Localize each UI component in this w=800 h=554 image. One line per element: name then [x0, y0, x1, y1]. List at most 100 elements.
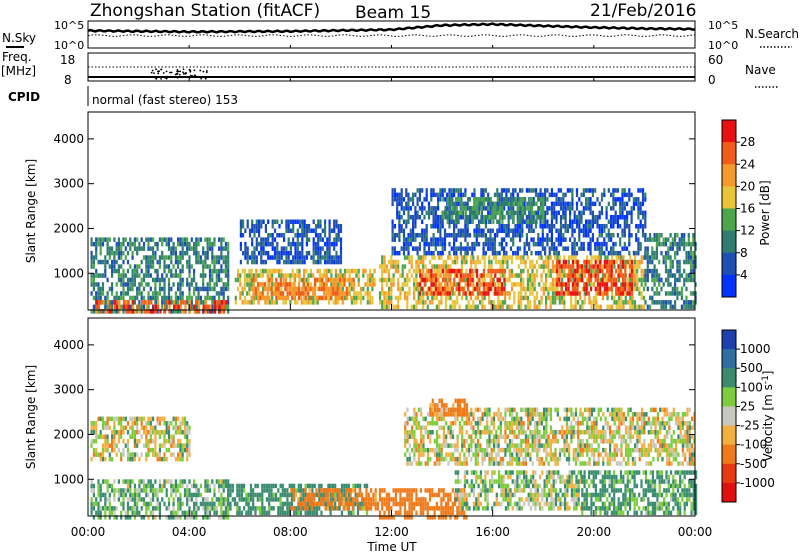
- velocity-cell: [254, 510, 257, 516]
- power-cell: [610, 224, 613, 229]
- power-cell: [330, 228, 333, 233]
- velocity-cell: [115, 488, 118, 493]
- power-cell: [417, 300, 420, 305]
- power-cell: [636, 282, 639, 287]
- power-cell: [170, 268, 173, 274]
- power-cell: [660, 277, 663, 283]
- velocity-cell: [179, 421, 182, 426]
- power-cell: [473, 233, 476, 238]
- power-cell: [598, 241, 601, 247]
- power-cell: [406, 282, 409, 287]
- power-cell: [275, 282, 278, 287]
- power-cell: [138, 309, 141, 314]
- power-cell: [168, 300, 171, 305]
- power-cell: [562, 259, 565, 265]
- velocity-cell: [152, 416, 155, 422]
- power-cell: [465, 304, 468, 310]
- power-cell: [224, 246, 227, 251]
- velocity-cell: [129, 515, 132, 520]
- velocity-cell: [206, 483, 209, 489]
- velocity-cell: [295, 506, 298, 511]
- power-cell: [562, 224, 565, 229]
- velocity-cell: [145, 456, 148, 462]
- power-cell: [271, 241, 274, 247]
- power-cell: [460, 259, 463, 265]
- power-cell: [478, 291, 481, 296]
- power-cell: [526, 255, 529, 260]
- power-cell: [496, 286, 499, 292]
- power-cell: [124, 273, 127, 278]
- power-cell: [687, 233, 690, 238]
- power-cell: [555, 228, 558, 233]
- velocity-cell: [117, 497, 120, 502]
- power-cell: [623, 233, 626, 238]
- power-cell: [514, 233, 517, 238]
- velocity-cell: [152, 483, 155, 489]
- power-cell: [509, 246, 513, 251]
- velocity-cell: [149, 501, 152, 507]
- power-cell: [653, 250, 656, 256]
- power-cell: [381, 277, 384, 283]
- power-cell: [202, 264, 205, 269]
- power-cell: [215, 255, 218, 260]
- power-cell: [585, 206, 588, 211]
- power-cell: [600, 192, 604, 198]
- power-cell: [603, 250, 606, 256]
- power-cell: [211, 300, 214, 305]
- power-cell: [664, 250, 668, 256]
- power-cell: [339, 273, 342, 278]
- power-cell: [273, 228, 277, 233]
- power-cell: [629, 295, 632, 301]
- power-cell: [453, 250, 456, 256]
- power-cell: [529, 264, 532, 269]
- power-cell: [601, 291, 605, 296]
- power-cell: [567, 273, 570, 278]
- power-cell: [520, 282, 523, 287]
- velocity-cell: [142, 425, 146, 430]
- power-cell: [438, 273, 441, 278]
- power-cell: [687, 241, 690, 247]
- power-cell: [296, 246, 299, 251]
- velocity-cell: [186, 447, 189, 453]
- velocity-cell: [167, 430, 171, 435]
- power-ylabel: Slant Range [km]: [24, 159, 38, 263]
- velocity-cell: [95, 430, 98, 435]
- velocity-cell: [163, 439, 166, 444]
- power-cell: [546, 233, 549, 238]
- power-cell: [300, 300, 303, 305]
- power-cell: [557, 188, 560, 193]
- velocity-cell: [120, 456, 123, 462]
- power-cell: [617, 295, 621, 301]
- power-cell: [494, 282, 497, 287]
- power-cell: [550, 188, 553, 193]
- power-cell: [430, 241, 433, 247]
- velocity-cell: [299, 483, 303, 489]
- power-cell: [528, 228, 531, 233]
- power-cell: [528, 215, 531, 220]
- power-cell: [671, 304, 674, 310]
- power-cell: [433, 295, 436, 301]
- power-cell: [434, 241, 437, 247]
- power-cell: [437, 250, 440, 256]
- velocity-cell: [204, 488, 207, 493]
- power-cell: [639, 224, 642, 229]
- power-cell: [275, 295, 278, 301]
- power-cell: [578, 224, 581, 229]
- power-cell: [273, 268, 276, 274]
- power-cell: [136, 268, 139, 274]
- velocity-cell: [149, 434, 152, 439]
- power-cell: [581, 300, 584, 305]
- power-cell: [181, 291, 184, 296]
- power-cell: [479, 259, 482, 265]
- power-cell: [301, 259, 304, 265]
- power-cell: [485, 286, 488, 292]
- velocity-cell: [122, 497, 125, 502]
- velocity-cell: [240, 497, 243, 502]
- power-cell: [373, 268, 376, 274]
- power-cell: [448, 206, 452, 211]
- power-cell: [633, 277, 636, 283]
- power-cell: [519, 246, 522, 251]
- velocity-cell: [145, 443, 148, 448]
- power-cell: [589, 206, 592, 211]
- power-cell: [519, 210, 522, 216]
